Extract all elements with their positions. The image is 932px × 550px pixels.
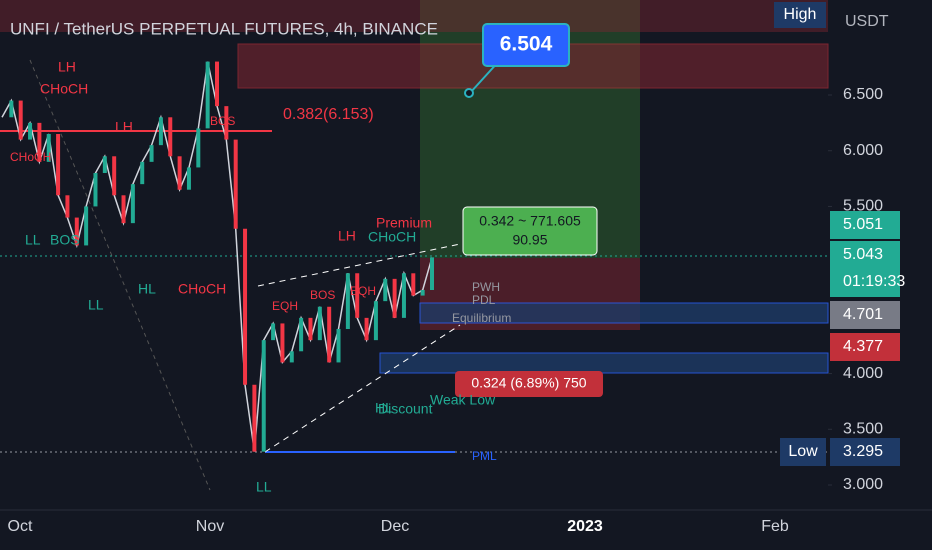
annotation: BOS xyxy=(50,232,80,248)
annotation: LH xyxy=(338,228,356,244)
trend-line xyxy=(29,59,211,491)
price-badge xyxy=(830,301,900,329)
wedge-line xyxy=(257,242,466,287)
callout-box xyxy=(482,23,570,67)
annotation: LL xyxy=(256,479,272,495)
annotation: BOS xyxy=(310,288,335,302)
fib-label: 0.382(6.153) xyxy=(283,106,374,123)
supply-zone xyxy=(0,0,828,32)
low-tag: Low xyxy=(788,443,818,460)
x-tick-label: Nov xyxy=(196,518,224,535)
price-badge-label: 5.051 xyxy=(843,216,883,233)
wedge-line xyxy=(264,324,461,453)
price-badge xyxy=(830,333,900,361)
annotation: Weak Low xyxy=(430,392,496,408)
y-tick-label: 6.500 xyxy=(843,86,883,103)
annotation: EQH xyxy=(350,284,376,298)
price-badge-label: 5.043 xyxy=(843,246,883,263)
callout-anchor xyxy=(464,88,474,98)
annotation: LL xyxy=(88,297,104,313)
high-tag-bg xyxy=(774,2,826,28)
low-tag-bg xyxy=(780,438,826,466)
annotation: CHoCH xyxy=(10,150,51,164)
annotation: PML xyxy=(472,449,497,463)
annotation: HL xyxy=(375,400,393,416)
long-label: 0.342 ~ 771.605 xyxy=(479,213,581,229)
callout-text: 6.504 xyxy=(500,33,553,56)
short-label: 0.324 (6.89%) 750 xyxy=(471,375,586,391)
price-badge xyxy=(830,211,900,239)
annotation: LH xyxy=(58,59,76,75)
x-tick-label: 2023 xyxy=(567,518,603,535)
y-tick-label: 4.000 xyxy=(843,365,883,382)
annotation: HL xyxy=(138,281,156,297)
annotation: Discount xyxy=(378,401,433,417)
x-tick-label: Oct xyxy=(8,518,33,535)
chart-title: UNFI / TetherUS PERPETUAL FUTURES, 4h, B… xyxy=(10,19,438,38)
demand-zone xyxy=(419,302,829,324)
demand-zone xyxy=(379,352,829,374)
y-tick-label: 3.500 xyxy=(843,421,883,438)
price-badge-label: 4.701 xyxy=(843,306,883,323)
short-box xyxy=(455,371,603,397)
annotation: PDL xyxy=(472,293,496,307)
annotation: BOS xyxy=(210,114,235,128)
annotation: CHoCH xyxy=(40,81,88,97)
price-badge-label: 4.377 xyxy=(843,338,883,355)
annotation: LL xyxy=(25,232,41,248)
annotation: LH xyxy=(115,119,133,135)
x-tick-label: Dec xyxy=(381,518,409,535)
x-tick-label: Feb xyxy=(761,518,789,535)
currency: USDT xyxy=(845,13,889,30)
annotation: Equilibrium xyxy=(452,311,511,325)
annotation: CHoCH xyxy=(178,281,226,297)
long-box xyxy=(462,206,598,256)
long-label: 90.95 xyxy=(512,232,547,248)
price-badge xyxy=(830,241,900,297)
y-tick-label: 3.000 xyxy=(843,476,883,493)
price-badge-label: 3.295 xyxy=(843,443,883,460)
annotation: PWH xyxy=(472,280,500,294)
price-badge xyxy=(830,438,900,466)
annotation: Premium xyxy=(376,215,432,231)
annotation: EQH xyxy=(272,299,298,313)
high-tag: High xyxy=(784,6,817,23)
countdown: 01:19:33 xyxy=(843,273,905,290)
annotation: CHoCH xyxy=(368,229,416,245)
y-tick-label: 6.000 xyxy=(843,142,883,159)
y-tick-label: 5.500 xyxy=(843,198,883,215)
